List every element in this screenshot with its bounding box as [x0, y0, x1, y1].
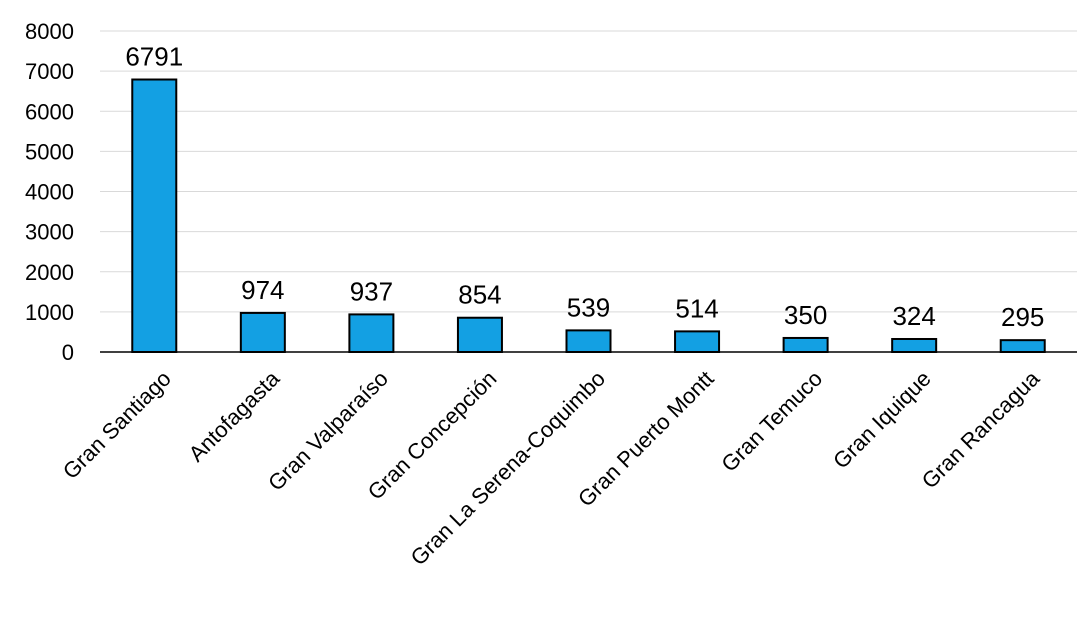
y-axis-ticks: 0 1000 2000 3000 4000 5000 6000 7000 8000 [25, 19, 74, 365]
bar [674, 330, 721, 354]
y-tick-label: 1000 [25, 300, 74, 325]
category-label: Antofagasta [184, 365, 285, 466]
y-tick-label: 3000 [25, 220, 74, 245]
data-label: 854 [458, 280, 501, 310]
category-label: Gran La Serena-Coquimbo [406, 366, 610, 570]
y-tick-label: 8000 [25, 19, 74, 44]
data-labels: 6791 974 937 854 539 514 350 324 295 [125, 42, 1044, 333]
y-tick-label: 4000 [25, 180, 74, 205]
category-label: Gran Rancagua [917, 365, 1045, 493]
bar [891, 337, 938, 354]
data-label: 295 [1001, 302, 1044, 332]
y-tick-label: 0 [62, 340, 74, 365]
y-tick-label: 2000 [25, 260, 74, 285]
data-label: 974 [241, 275, 284, 305]
data-label: 350 [784, 300, 827, 330]
bar [782, 336, 829, 353]
bar [348, 313, 395, 353]
data-label: 6791 [125, 42, 183, 72]
y-tick-label: 5000 [25, 139, 74, 164]
category-label: Gran Temuco [716, 366, 827, 477]
bar [999, 339, 1046, 353]
bar [565, 329, 612, 353]
data-label: 514 [675, 293, 718, 323]
y-tick-label: 7000 [25, 59, 74, 84]
gridlines [100, 30, 1077, 313]
data-label: 937 [350, 276, 393, 306]
bar [131, 78, 178, 353]
category-label: Gran Iquique [828, 366, 936, 474]
bar [456, 316, 503, 353]
bar [239, 311, 286, 353]
data-label: 324 [892, 301, 935, 331]
bars [131, 78, 1046, 354]
y-tick-label: 6000 [25, 99, 74, 124]
category-label: Gran Santiago [58, 366, 176, 484]
data-label: 539 [567, 292, 610, 322]
